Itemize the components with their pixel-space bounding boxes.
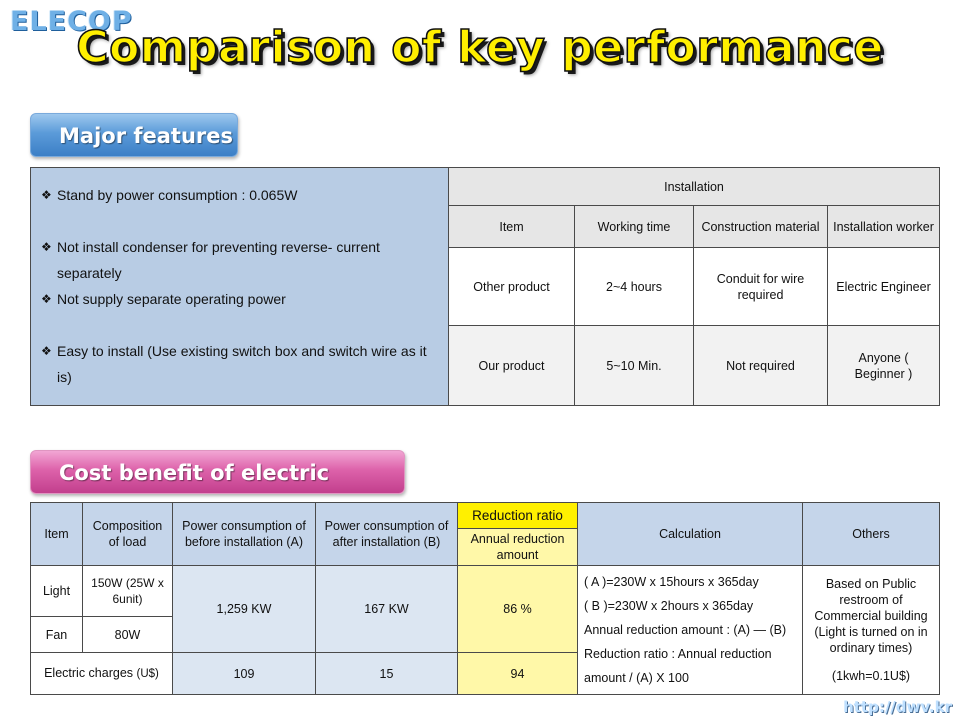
diamond-bullet-icon: ❖: [41, 344, 52, 358]
charges-before-value: 109: [172, 652, 316, 695]
install-our-item: Our product: [448, 325, 575, 406]
electric-charges-text: Electric charges: [44, 666, 134, 681]
diamond-bullet-icon: ❖: [41, 292, 52, 306]
cost-col-calculation: Calculation: [577, 502, 803, 566]
load-fan-label: Fan: [30, 616, 83, 654]
cost-col-others: Others: [802, 502, 940, 566]
cost-benefit-table: Item Composition of load Power consumpti…: [30, 502, 940, 695]
cost-benefit-heading: Cost benefit of electric charges: [30, 450, 405, 529]
feature-item: ❖ Not install condenser for preventing r…: [41, 234, 438, 286]
others-note: Based on Public restroom of Commercial b…: [814, 577, 928, 655]
major-features-heading: Major features: [30, 113, 238, 157]
table-row: Fan 80W: [30, 616, 940, 654]
charges-after-value: 15: [315, 652, 458, 695]
power-after-value: 167 KW: [315, 564, 458, 654]
diamond-bullet-icon: ❖: [41, 240, 52, 254]
install-other-worker: Electric Engineer: [826, 247, 941, 326]
calc-line-b: ( B )=230W x 2hours x 365day: [584, 599, 754, 613]
install-col-item: Item: [448, 205, 575, 248]
table-row: Other product 2~4 hours Conduit for wire…: [31, 247, 941, 326]
feature-no-condenser: Not install condenser for preventing rev…: [57, 239, 380, 281]
electric-charges-label: Electric charges (U$): [30, 652, 173, 695]
feature-standby-power: Stand by power consumption : 0.065W: [57, 187, 298, 203]
feature-no-power-supply: Not supply separate operating power: [57, 291, 286, 307]
install-other-material: Conduit for wire required: [693, 247, 828, 326]
cost-col-annual-reduction: Annual reduction amount: [457, 528, 578, 566]
table-row: Light 150W (25W x 6unit) 1,259 KW 167 KW…: [30, 564, 940, 695]
diamond-bullet-icon: ❖: [41, 188, 52, 202]
power-before-value: 1,259 KW: [172, 564, 316, 654]
install-our-worker: Anyone ( Beginner ): [826, 325, 941, 406]
calc-line-annual: Annual reduction amount : (A) — (B): [584, 623, 787, 637]
cost-col-item: Item: [30, 502, 83, 566]
installation-comparison-table: ❖ Stand by power consumption : 0.065W ❖ …: [30, 167, 941, 406]
load-light-composition: 150W (25W x 6unit): [82, 564, 173, 618]
cost-col-composition: Composition of load: [82, 502, 173, 566]
reduction-ratio-value: 86 %: [457, 564, 578, 654]
install-our-material: Not required: [693, 325, 828, 406]
website-url: http://dwv.kr: [843, 698, 952, 716]
install-col-working-time: Working time: [574, 205, 694, 248]
others-cell: Based on Public restroom of Commercial b…: [802, 565, 940, 695]
cost-col-before: Power consumption of before installation…: [172, 502, 316, 566]
load-light-label: Light: [30, 564, 83, 618]
cost-col-after: Power consumption of after installation …: [315, 502, 458, 566]
calc-line-ratio: Reduction ratio : Annual reduction amoun…: [584, 647, 772, 685]
feature-item: ❖ Stand by power consumption : 0.065W: [41, 182, 438, 208]
install-our-time: 5~10 Min.: [574, 325, 694, 406]
load-fan-composition: 80W: [82, 616, 173, 654]
electric-charges-unit: (U$): [136, 668, 159, 681]
calc-line-a: ( A )=230W x 15hours x 365day: [584, 575, 759, 589]
feature-easy-install: Easy to install (Use existing switch box…: [57, 343, 427, 385]
install-col-construction-material: Construction material: [693, 205, 828, 248]
install-col-installation-worker: Installation worker: [826, 205, 941, 248]
install-other-item: Other product: [448, 247, 575, 326]
cost-col-reduction-ratio: Reduction ratio: [457, 502, 578, 529]
elecop-logo: ELECOP: [10, 6, 133, 37]
page-title: Comparison of key performance: [75, 21, 884, 74]
installation-header: Installation: [447, 167, 941, 206]
others-rate: (1kwh=0.1U$): [831, 669, 911, 683]
table-row: Electric charges (U$) 109 15 94: [30, 652, 940, 695]
table-row: Our product 5~10 Min. Not required Anyon…: [31, 325, 941, 406]
install-other-time: 2~4 hours: [574, 247, 694, 326]
feature-item: ❖ Not supply separate operating power: [41, 286, 438, 312]
feature-item: ❖ Easy to install (Use existing switch b…: [41, 338, 438, 390]
charges-reduction-value: 94: [457, 652, 578, 695]
features-list: ❖ Stand by power consumption : 0.065W ❖ …: [30, 167, 449, 406]
calculation-cell: ( A )=230W x 15hours x 365day ( B )=230W…: [577, 565, 803, 695]
